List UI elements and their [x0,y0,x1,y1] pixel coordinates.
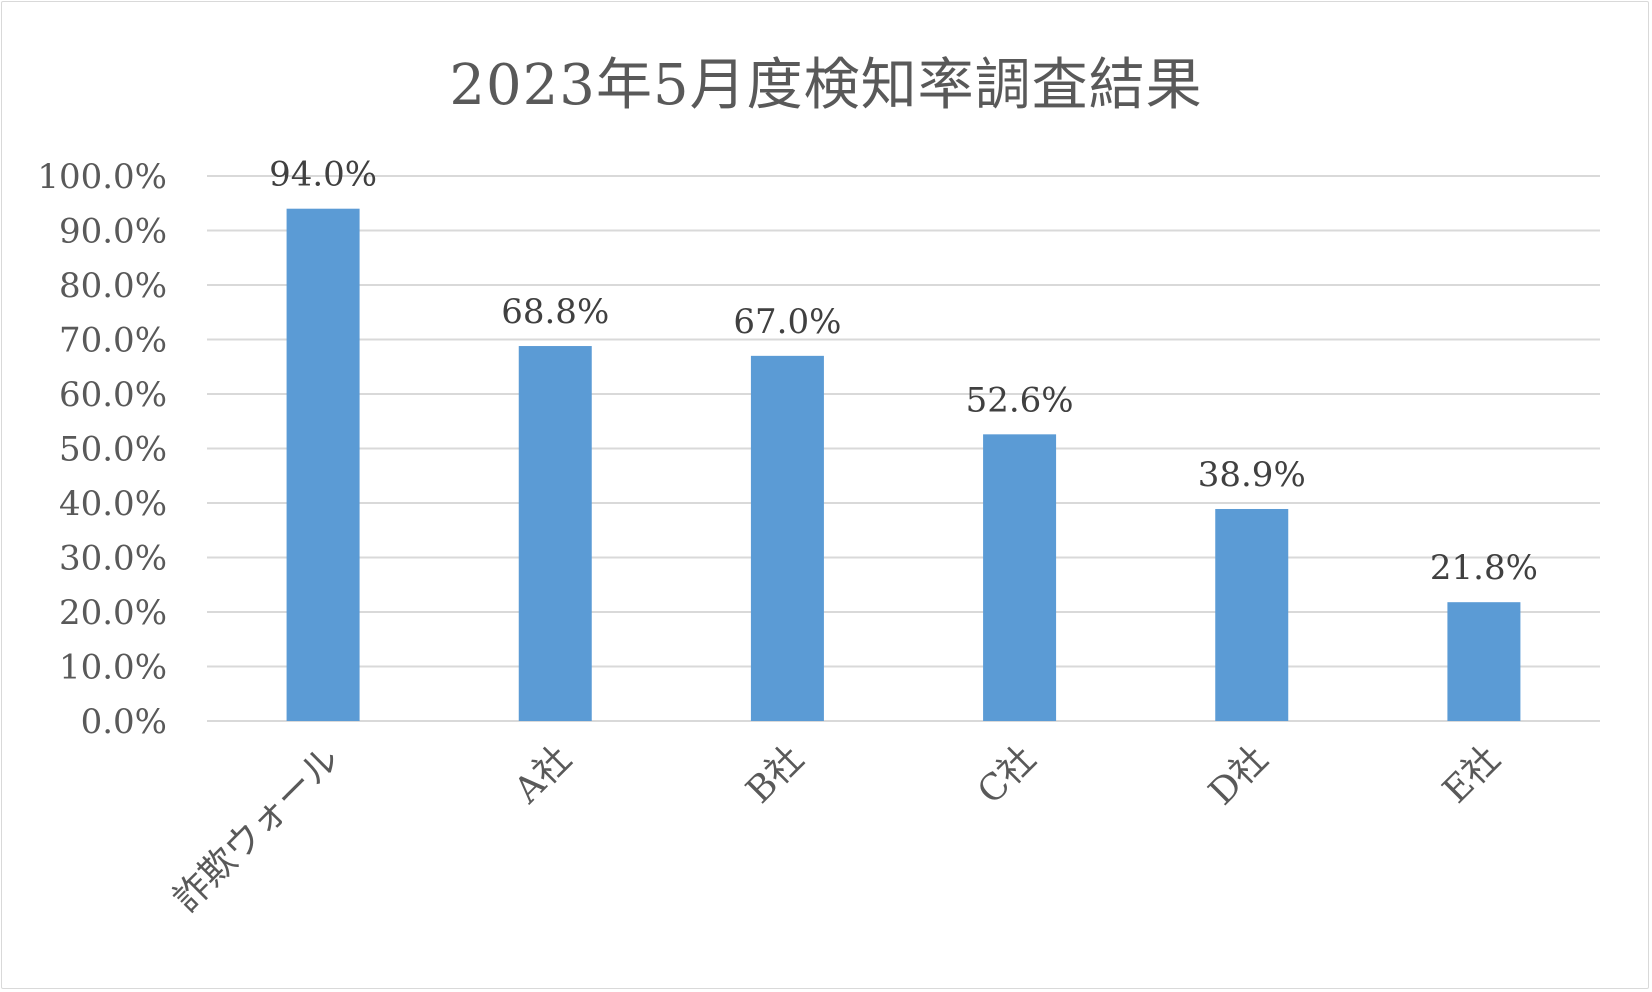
x-category-label: C社 [970,738,1044,812]
data-labels: 94.0% 68.8% 67.0% 52.6% 38.9% 21.8% [269,155,1538,588]
bar [286,208,360,721]
y-tick-label: 40.0% [59,484,167,524]
bar [1215,508,1289,721]
y-tick-label: 10.0% [59,648,167,688]
y-tick-label: 90.0% [59,212,167,252]
data-label: 67.0% [733,302,841,342]
data-label: 94.0% [269,155,377,195]
chart-title: 2023年5月度検知率調査結果 [449,53,1203,118]
bar [1447,602,1521,721]
bar [750,355,824,721]
x-axis-categories: 詐欺ウォール A社 B社 C社 D社 E社 [166,738,1509,920]
x-category-label: A社 [506,738,580,812]
x-category-label: D社 [1201,738,1276,813]
y-axis-ticks: 0.0% 10.0% 20.0% 30.0% 40.0% 50.0% 60.0% 70.0% 8… [37,157,167,742]
bars [286,208,1521,721]
y-tick-label: 80.0% [59,266,167,306]
y-tick-label: 20.0% [59,593,167,633]
x-category-label: B社 [739,738,812,811]
gridlines [207,175,1600,722]
y-tick-label: 30.0% [59,539,167,579]
data-label: 21.8% [1430,548,1538,588]
y-tick-label: 50.0% [59,430,167,470]
data-label: 52.6% [966,380,1074,420]
data-label: 68.8% [501,292,609,332]
y-tick-label: 0.0% [81,702,167,742]
bar [983,434,1057,721]
x-category-label: 詐欺ウォール [166,738,348,920]
data-label: 38.9% [1198,455,1306,495]
y-tick-label: 100.0% [37,157,167,197]
y-tick-label: 70.0% [59,321,167,361]
x-category-label: E社 [1435,738,1508,811]
bar [518,346,592,721]
y-tick-label: 60.0% [59,375,167,415]
